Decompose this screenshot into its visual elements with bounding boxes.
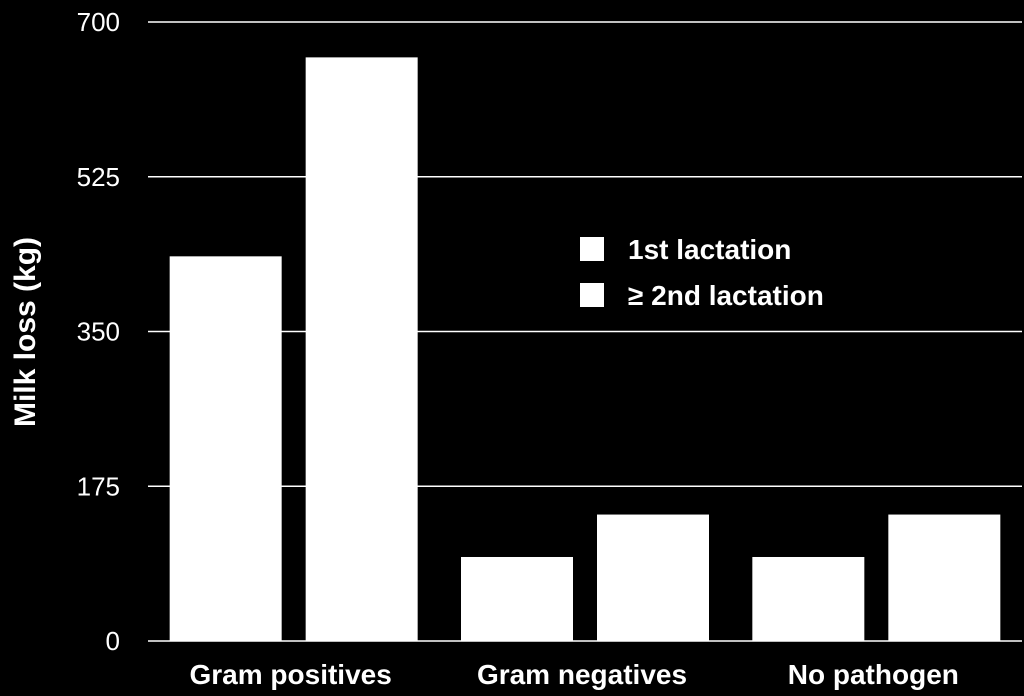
bar-second-plus-lactation: [888, 514, 1001, 641]
bar-second-plus-lactation: [597, 514, 709, 641]
y-axis-ticks: 0 175 350 525 700: [77, 7, 120, 656]
legend-swatch: [580, 237, 604, 261]
y-axis-title: Milk loss (kg): [9, 237, 42, 427]
x-category-label: Gram negatives: [477, 659, 687, 690]
bar-second-plus-lactation: [305, 57, 418, 641]
x-axis-category-labels: Gram positives Gram negatives No pathogen: [190, 659, 959, 690]
bars: [169, 57, 1001, 641]
bar-first-lactation: [461, 556, 573, 641]
legend-label: ≥ 2nd lactation: [628, 280, 824, 311]
y-tick-label: 525: [77, 162, 120, 192]
y-tick-label: 350: [77, 317, 120, 347]
bar-first-lactation: [169, 256, 282, 641]
gridlines: [148, 21, 1022, 642]
y-tick-label: 0: [106, 626, 120, 656]
legend-swatch: [580, 283, 604, 307]
legend-label: 1st lactation: [628, 234, 791, 265]
y-tick-label: 700: [77, 7, 120, 37]
y-tick-label: 175: [77, 471, 120, 501]
x-category-label: No pathogen: [788, 659, 959, 690]
legend: 1st lactation ≥ 2nd lactation: [580, 234, 824, 311]
bar-first-lactation: [752, 556, 865, 641]
x-category-label: Gram positives: [190, 659, 392, 690]
